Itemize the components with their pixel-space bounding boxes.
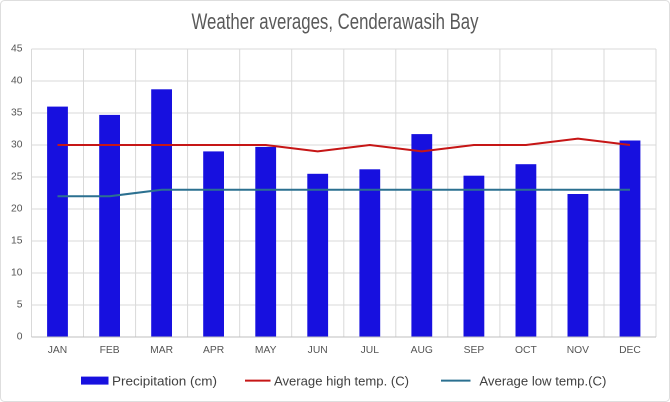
svg-text:Precipitation (cm): Precipitation (cm) — [112, 375, 217, 389]
svg-text:MAY: MAY — [255, 345, 277, 356]
svg-text:JUL: JUL — [361, 345, 380, 356]
svg-text:JAN: JAN — [48, 345, 67, 356]
svg-text:OCT: OCT — [515, 345, 537, 356]
svg-text:NOV: NOV — [567, 345, 589, 356]
svg-text:Average low temp.(C): Average low temp.(C) — [479, 375, 606, 389]
svg-text:MAR: MAR — [150, 345, 173, 356]
svg-text:Average high temp. (C): Average high temp. (C) — [274, 375, 409, 389]
svg-text:40: 40 — [11, 76, 23, 87]
svg-text:20: 20 — [11, 204, 23, 215]
svg-text:APR: APR — [203, 345, 224, 356]
svg-text:AUG: AUG — [411, 345, 433, 356]
svg-text:30: 30 — [11, 140, 23, 151]
svg-text:15: 15 — [11, 236, 23, 247]
svg-text:DEC: DEC — [619, 345, 641, 356]
svg-text:5: 5 — [17, 300, 23, 311]
svg-text:25: 25 — [11, 172, 23, 183]
svg-text:0: 0 — [17, 332, 23, 343]
svg-text:10: 10 — [11, 268, 23, 279]
svg-text:SEP: SEP — [464, 345, 485, 356]
svg-text:JUN: JUN — [308, 345, 328, 356]
svg-text:35: 35 — [11, 108, 23, 119]
svg-text:FEB: FEB — [100, 345, 120, 356]
svg-text:Weather averages, Cenderawasih: Weather averages, Cenderawasih Bay — [192, 9, 479, 34]
svg-text:45: 45 — [11, 44, 23, 55]
